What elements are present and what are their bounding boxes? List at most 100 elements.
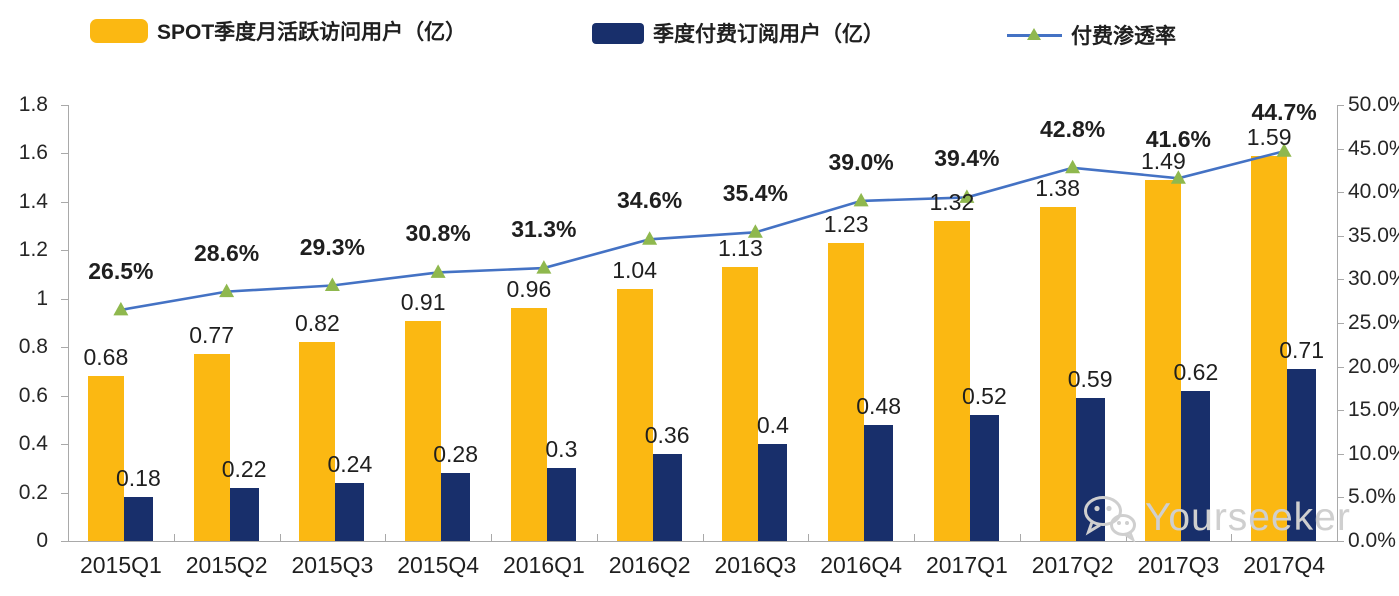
bar-mau xyxy=(933,221,970,541)
bar-value-label: 1.38 xyxy=(1035,174,1081,201)
line-point-marker-icon xyxy=(430,264,446,278)
bar-value-label: 0.18 xyxy=(115,465,161,492)
right-axis-label: 25.0% xyxy=(1348,311,1399,334)
x-axis-tick xyxy=(68,534,69,541)
line-point-marker-icon xyxy=(853,192,869,207)
penetration-value-label: 30.8% xyxy=(405,220,471,247)
left-axis-label: 1.4 xyxy=(18,189,48,213)
x-axis-tick xyxy=(1231,534,1233,541)
right-axis-label: 45.0% xyxy=(1348,136,1399,160)
penetration-value-label: 34.6% xyxy=(617,187,683,214)
right-axis-tick xyxy=(1337,105,1344,106)
x-axis-tick xyxy=(808,534,810,541)
bar-value-label: 0.96 xyxy=(506,276,552,303)
bar-value-label: 0.62 xyxy=(1173,358,1219,385)
bar-value-label: 0.22 xyxy=(221,455,267,482)
x-axis-label: 2017Q2 xyxy=(1031,552,1114,578)
penetration-value-label: 26.5% xyxy=(88,257,154,284)
bar-value-label: 1.23 xyxy=(823,211,869,238)
bar-value-label: 0.4 xyxy=(756,412,789,439)
line-point-marker-icon xyxy=(536,260,552,274)
bar-mau xyxy=(87,376,124,541)
bar-subscribers xyxy=(1075,398,1105,541)
x-axis-label: 2017Q3 xyxy=(1137,552,1220,578)
penetration-value-label: 39.4% xyxy=(934,145,1000,172)
left-axis-tick xyxy=(61,298,68,300)
left-axis-tick xyxy=(61,541,68,542)
bar-value-label: 0.82 xyxy=(294,310,340,337)
right-axis-label: 10.0% xyxy=(1348,441,1399,465)
x-axis-label: 2015Q4 xyxy=(397,552,480,578)
x-axis-label: 2016Q3 xyxy=(714,552,797,578)
left-axis-label: 0 xyxy=(36,529,48,552)
bar-mau xyxy=(616,289,653,541)
right-axis-tick xyxy=(1337,148,1344,150)
x-axis-tick xyxy=(173,534,175,541)
left-axis-label: 1.6 xyxy=(18,141,48,165)
bar-subscribers xyxy=(652,453,682,541)
x-axis-tick xyxy=(279,534,281,541)
x-axis-label: 2015Q3 xyxy=(291,552,374,578)
bar-value-label: 0.68 xyxy=(83,344,129,371)
left-axis-tick xyxy=(61,201,68,203)
x-axis-label: 2016Q1 xyxy=(502,552,585,578)
right-axis-tick xyxy=(1337,366,1344,368)
left-axis-tick xyxy=(61,105,68,106)
right-axis-label: 20.0% xyxy=(1348,354,1399,378)
x-axis-tick xyxy=(385,534,387,541)
penetration-line-path xyxy=(120,149,1285,312)
bar-value-label: 0.24 xyxy=(327,450,373,477)
bar-value-label: 0.3 xyxy=(545,436,578,463)
penetration-value-label: 28.6% xyxy=(194,239,260,266)
penetration-value-label: 44.7% xyxy=(1251,99,1317,126)
penetration-value-label: 31.3% xyxy=(511,216,577,243)
right-axis-label: 40.0% xyxy=(1348,180,1399,204)
x-axis-label: 2017Q1 xyxy=(925,552,1008,578)
left-axis-label: 0.6 xyxy=(18,383,48,407)
bar-value-label: 0.71 xyxy=(1279,337,1325,364)
x-axis-tick xyxy=(702,534,704,541)
right-axis-tick xyxy=(1337,453,1344,455)
watermark-text: Yourseeker xyxy=(1145,496,1351,539)
bar-value-label: 1.32 xyxy=(929,189,975,216)
x-axis-tick xyxy=(491,534,492,541)
penetration-value-label: 39.0% xyxy=(828,148,894,175)
penetration-value-label: 42.8% xyxy=(1040,115,1106,142)
line-point-marker-icon xyxy=(642,231,658,245)
y-axis-left xyxy=(68,105,69,541)
legend-item-penetration: 付费渗透率 xyxy=(1007,20,1176,50)
right-axis-label: 35.0% xyxy=(1348,223,1399,247)
bar-mau xyxy=(193,354,230,541)
right-axis-tick xyxy=(1337,410,1344,412)
right-axis-tick xyxy=(1337,323,1344,324)
bar-subscribers xyxy=(546,468,576,541)
right-axis-tick xyxy=(1337,235,1344,237)
penetration-value-label: 29.3% xyxy=(299,233,365,260)
left-axis-tick xyxy=(61,347,68,349)
penetration-line-swatch-icon xyxy=(1007,27,1062,43)
right-axis-label: 50.0% xyxy=(1348,93,1399,116)
right-axis-tick xyxy=(1337,279,1344,281)
bar-subscribers xyxy=(335,482,365,541)
bar-value-label: 0.91 xyxy=(400,288,446,315)
wechat-icon xyxy=(1084,496,1136,542)
bar-value-label: 0.48 xyxy=(856,392,902,419)
bar-mau xyxy=(510,308,547,541)
line-point-marker-icon xyxy=(219,283,235,298)
x-axis-tick xyxy=(1019,534,1021,541)
right-axis-label: 5.0% xyxy=(1348,485,1396,509)
bar-value-label: 0.52 xyxy=(961,383,1007,410)
legend-label-penetration: 付费渗透率 xyxy=(1071,25,1176,48)
x-axis xyxy=(68,541,1337,542)
x-axis-label: 2016Q2 xyxy=(608,552,691,578)
left-axis-label: 0.2 xyxy=(18,480,48,504)
legend-item-mau: SPOT季度月活跃访问用户（亿） xyxy=(90,16,466,46)
x-axis-label: 2015Q2 xyxy=(185,552,268,578)
left-axis-tick xyxy=(61,492,68,494)
bar-mau xyxy=(722,267,759,541)
legend-item-subscribers: 季度付费订阅用户（亿） xyxy=(592,18,884,48)
left-axis-label: 0.4 xyxy=(18,432,48,456)
x-axis-tick xyxy=(914,534,915,541)
